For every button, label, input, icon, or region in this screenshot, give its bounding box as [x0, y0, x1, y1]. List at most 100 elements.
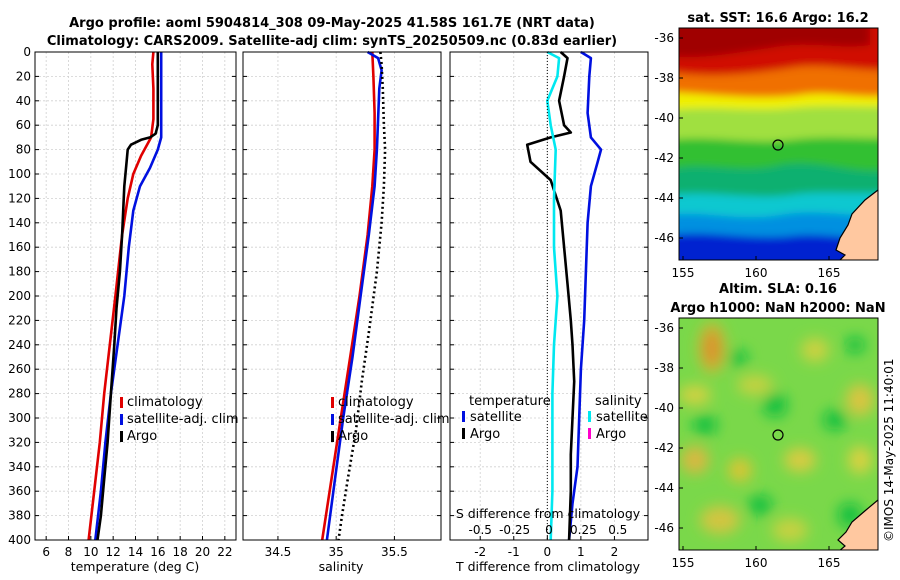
sla-map: Altim. SLA: 0.16 Argo h1000: NaN h2000: …	[654, 282, 885, 570]
y-tick-label: 160	[8, 240, 31, 254]
x-tick-label: 35.5	[381, 545, 408, 559]
difference-xlabel-top: S difference from climatology	[456, 506, 641, 521]
lon-tick-label: 155	[672, 556, 695, 570]
sst-map-title: sat. SST: 16.6 Argo: 16.2	[687, 11, 868, 26]
x-tick-label: 1	[577, 545, 585, 559]
y-tick-label: 360	[8, 484, 31, 498]
sst-map-frame	[678, 27, 879, 261]
y-tick-label: 200	[8, 289, 31, 303]
sst-coast	[835, 189, 878, 260]
s-diff-tick-label: -0.5	[469, 523, 492, 537]
grid	[35, 51, 236, 541]
x-tick-label: 0	[544, 545, 552, 559]
watermark: ©IMOS 14-May-2025 11:40:01	[882, 358, 896, 542]
y-tick-label: 260	[8, 362, 31, 376]
x-tick-label: -1	[508, 545, 520, 559]
legend-temperature-title: temperature	[469, 394, 551, 409]
y-tick-label: 380	[8, 509, 31, 523]
lat-tick-label: -44	[654, 481, 674, 495]
legend-climatology: climatology	[338, 395, 414, 410]
x-tick-label: 35	[329, 545, 344, 559]
x-tick-label: 14	[128, 545, 143, 559]
difference-xlabel: T difference from climatology	[455, 559, 641, 574]
series-line-t-argo	[525, 51, 576, 541]
legend-swatch-blue	[331, 414, 334, 425]
salinity-xlabel: salinity	[319, 559, 364, 574]
grid	[450, 51, 648, 541]
salinity-legend: climatology satellite-adj. clim Argo	[331, 395, 450, 444]
x-tick-label: 34.5	[265, 545, 292, 559]
x-tick-label: 16	[150, 545, 165, 559]
x-tick-label: 8	[65, 545, 73, 559]
series-line-argo	[337, 51, 387, 541]
sla-map-title2: Argo h1000: NaN h2000: NaN	[670, 301, 885, 316]
difference-legend: temperature satellite Argo salinity sate…	[462, 394, 648, 442]
temperature-legend: climatology satellite-adj. clim Argo	[120, 395, 239, 444]
y-tick-label: 80	[16, 143, 31, 157]
y-tick-label: 300	[8, 411, 31, 425]
grid	[243, 51, 441, 541]
legend-satellite-adj: satellite-adj. clim	[338, 412, 450, 427]
lat-tick-label: -46	[654, 231, 674, 245]
lat-tick-label: -46	[654, 521, 674, 535]
legend-swatch-blue	[462, 411, 465, 422]
s-diff-tick-label: 0.5	[608, 523, 627, 537]
legend-swatch-magenta	[588, 428, 591, 439]
x-tick-label: 12	[106, 545, 121, 559]
x-tick-label: 22	[217, 545, 232, 559]
series-line-s-satellite	[546, 50, 561, 541]
y-tick-label: 20	[16, 69, 31, 83]
sst-map: sat. SST: 16.6 Argo: 16.2 155 160 165 -36 -3…	[654, 11, 879, 280]
lat-tick-label: -38	[654, 71, 674, 85]
x-tick-label: 20	[195, 545, 210, 559]
sla-map-title1: Altim. SLA: 0.16	[719, 282, 837, 297]
lat-tick-label: -42	[654, 441, 674, 455]
temperature-panel: 0 20 40 60 80 100 120 140 160 180 200 220 240 260 280 3…	[8, 45, 237, 559]
x-tick-label: 18	[173, 545, 188, 559]
legend-swatch-black	[120, 431, 123, 442]
y-tick-label: 0	[23, 45, 31, 59]
sla-map-frame	[678, 317, 879, 551]
y-tick-label: 100	[8, 167, 31, 181]
y-tick-label: 40	[16, 94, 31, 108]
lat-tick-label: -40	[654, 401, 674, 415]
lat-tick-label: -42	[654, 151, 674, 165]
x-tick-label: 2	[611, 545, 619, 559]
sst-argo-marker	[772, 139, 784, 151]
lat-tick-label: -36	[654, 31, 674, 45]
y-tick-label: 240	[8, 338, 31, 352]
legend-swatch-blue	[120, 414, 123, 425]
series-line-climatology	[87, 51, 155, 541]
legend-swatch-black	[462, 428, 465, 439]
legend-argo: Argo	[338, 429, 368, 444]
temperature-xlabel: temperature (deg C)	[71, 559, 200, 574]
sla-argo-marker	[772, 429, 784, 441]
y-tick-label: 180	[8, 265, 31, 279]
x-tick-label: 10	[83, 545, 98, 559]
y-tick-label: 320	[8, 435, 31, 449]
legend-t-satellite: satellite	[470, 410, 522, 425]
series-line-t-satellite	[567, 50, 603, 541]
y-tick-label: 60	[16, 118, 31, 132]
lon-tick-label: 160	[745, 266, 768, 280]
lat-tick-label: -38	[654, 361, 674, 375]
legend-swatch-red	[331, 397, 334, 408]
legend-argo: Argo	[127, 429, 157, 444]
y-tick-label: 340	[8, 460, 31, 474]
lat-tick-label: -36	[654, 321, 674, 335]
sst-map-ticks: 155 160 165 -36 -38 -40 -42 -44 -46	[654, 31, 840, 280]
lat-tick-label: -44	[654, 191, 674, 205]
lon-tick-label: 165	[818, 266, 841, 280]
legend-t-argo: Argo	[470, 427, 500, 442]
s-diff-tick-label: 0	[545, 523, 553, 537]
legend-swatch-red	[120, 397, 123, 408]
y-tick-label: 280	[8, 387, 31, 401]
series-line-argo	[96, 52, 160, 541]
legend-swatch-black	[331, 431, 334, 442]
legend-s-argo: Argo	[596, 427, 626, 442]
figure-title-line2: Climatology: CARS2009. Satellite-adj cli…	[47, 34, 617, 49]
salinity-panel: 34.5 35 35.5	[242, 50, 442, 559]
y-tick-label: 220	[8, 313, 31, 327]
y-tick-label: 140	[8, 216, 31, 230]
